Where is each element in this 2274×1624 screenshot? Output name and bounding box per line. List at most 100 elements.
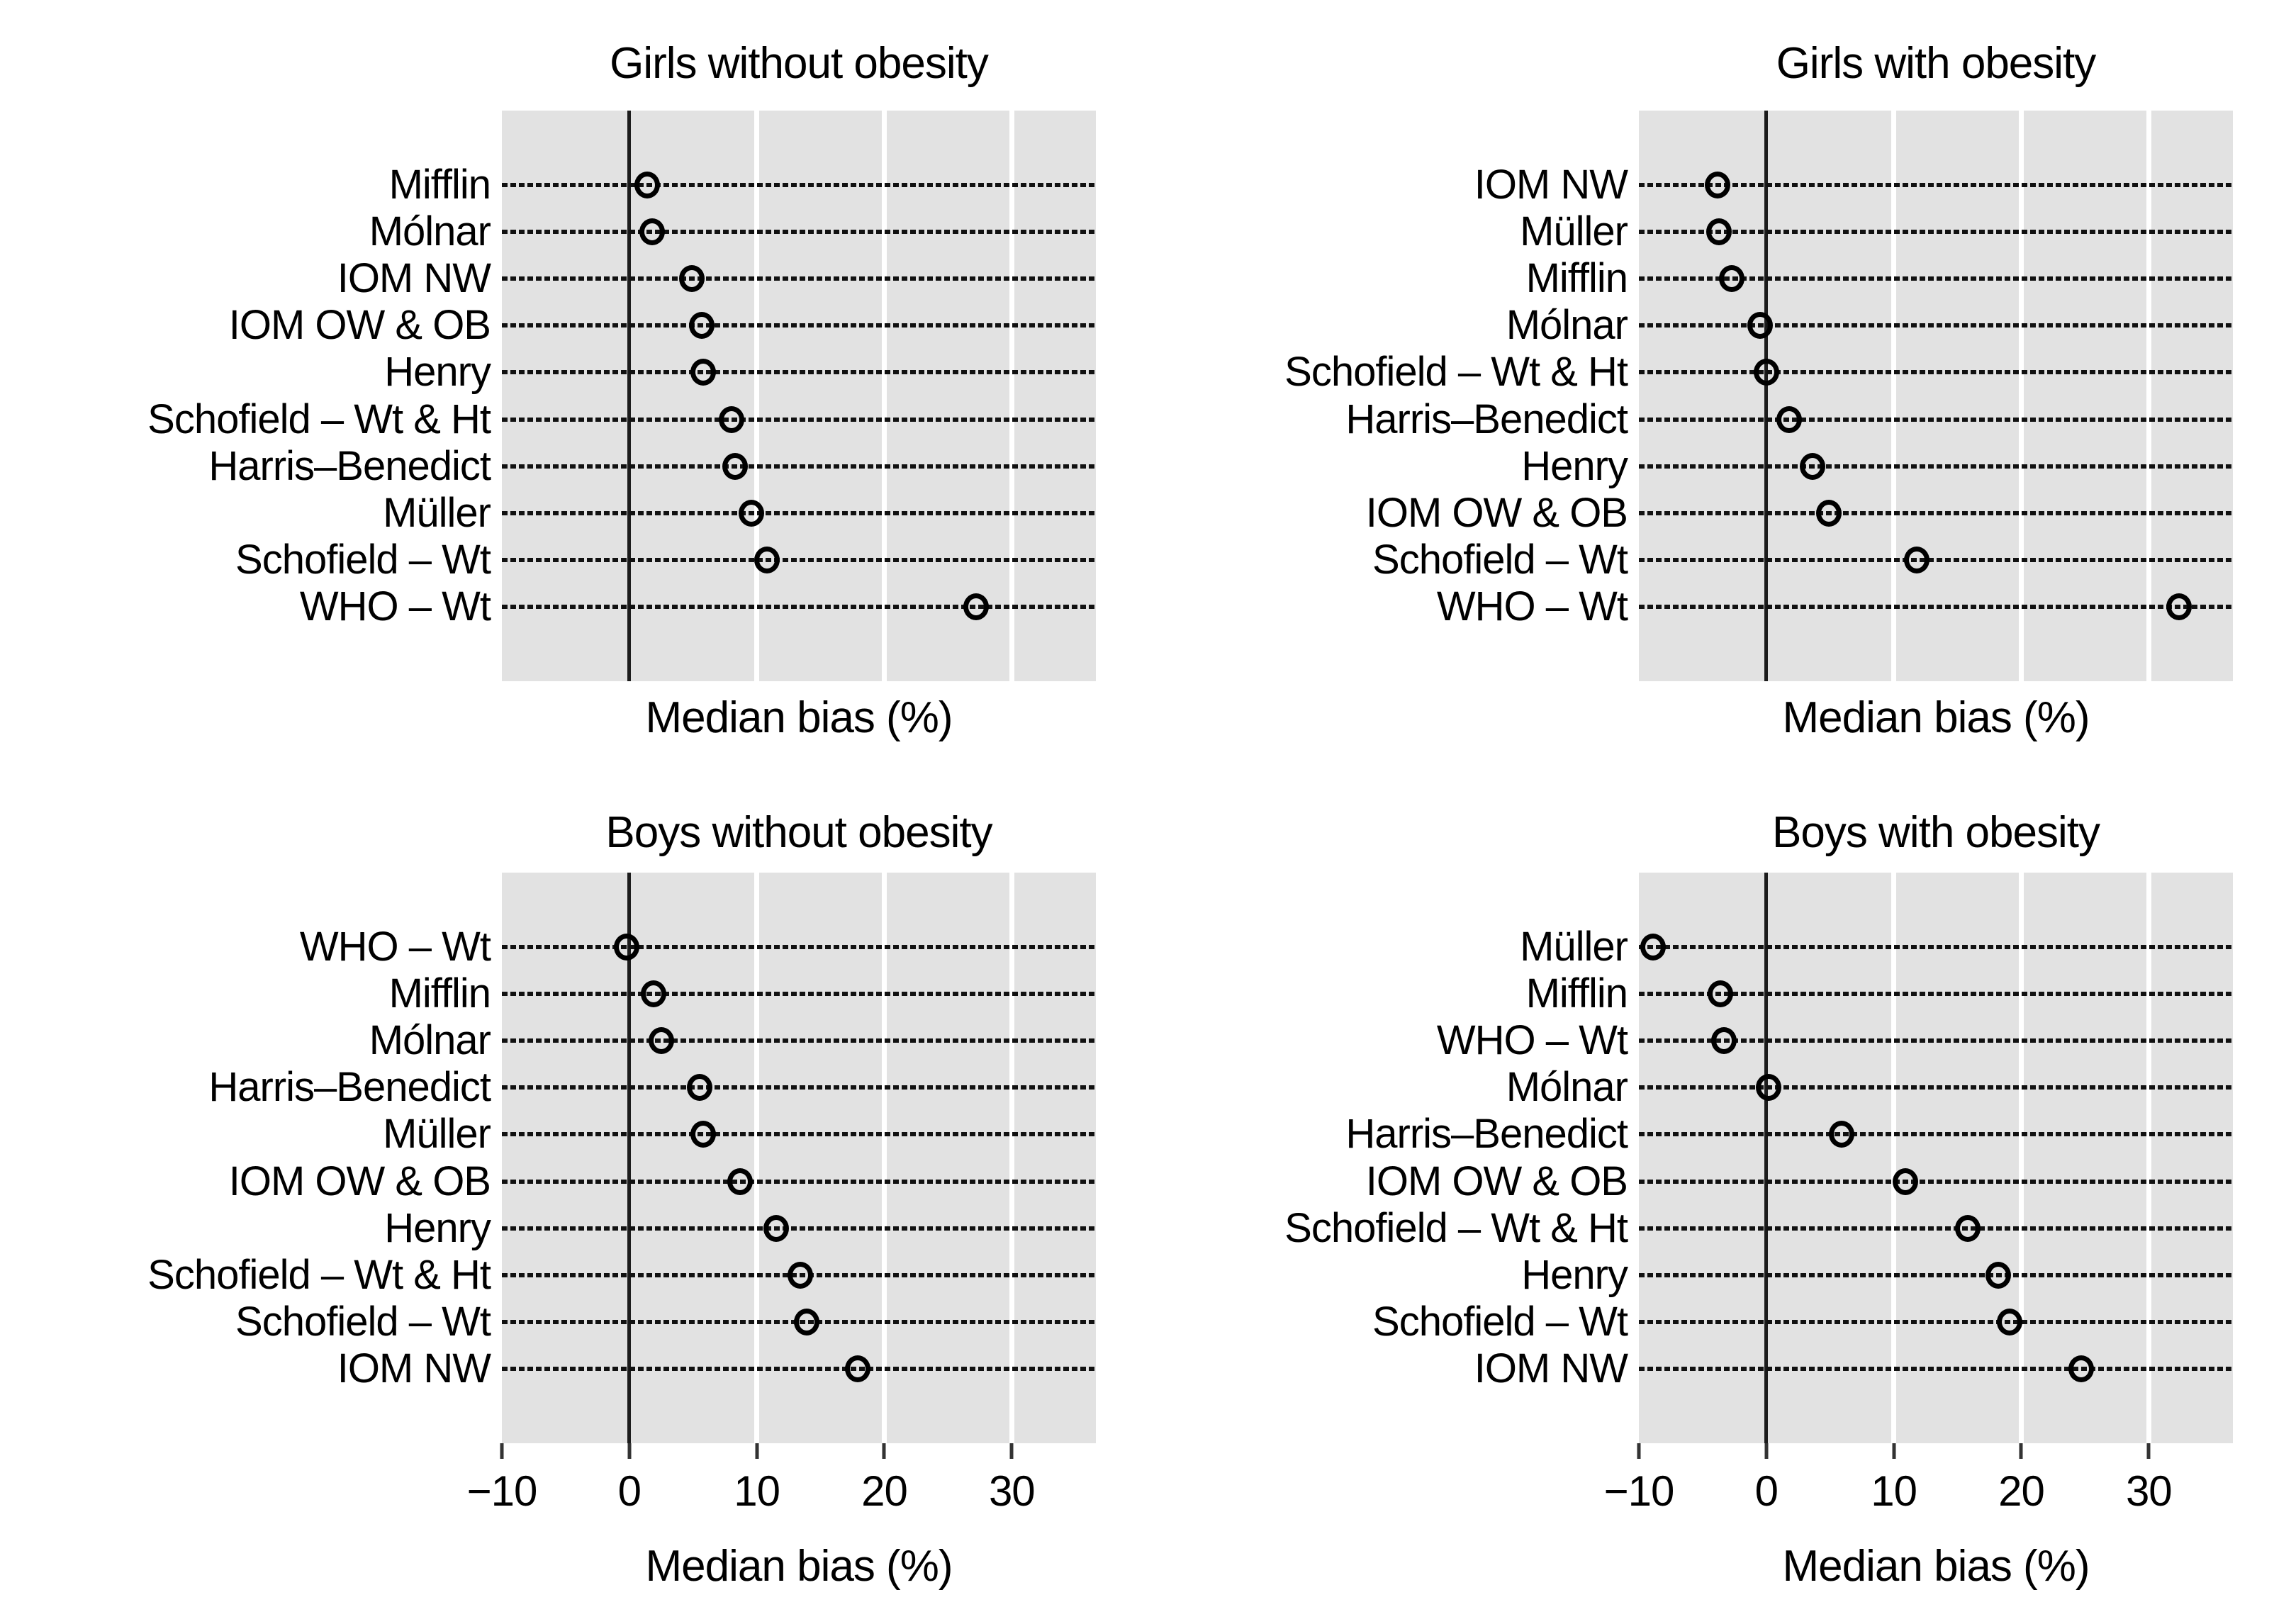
category-label: Harris–Benedict [208,1064,491,1111]
vertical-gridline [1891,873,1897,1443]
vertical-gridline [1009,873,1014,1443]
category-label: Henry [1521,442,1628,489]
row-dotted-line [502,417,1096,422]
category-label: WHO – Wt [299,583,491,629]
row-dotted-line [1639,945,2233,949]
data-point-marker [727,1167,754,1195]
data-point-marker [1828,1121,1854,1148]
vertical-gridline [754,873,760,1443]
x-axis-tick [1764,1443,1769,1459]
category-label: Mifflin [388,970,491,1017]
zero-reference-line [1764,111,1769,681]
plot-area: −10 0 10 20 30 [1604,873,2233,1515]
category-label: WHO – Wt [299,924,491,970]
x-axis-tick [1009,1443,1014,1459]
row-dotted-line [1639,510,2233,515]
data-point-marker [678,265,705,293]
plot-area [502,111,1096,681]
plot-area: −10 0 10 20 30 [467,873,1096,1515]
category-label: Schofield – Wt & Ht [1284,1204,1628,1251]
x-axis-tick [500,1443,504,1459]
data-point-marker [1753,359,1779,386]
panel-girls-without-obesity: Girls without obesity Mifflin Mólnar IOM N… [0,0,1137,780]
x-axis-tick-label: 0 [617,1467,642,1515]
data-point-marker [1799,452,1825,480]
category-label: Müller [1520,208,1628,255]
row-dotted-line [1639,1085,2233,1090]
row-dotted-line [1639,276,2233,281]
category-labels: Mifflin Mólnar IOM NW IOM OW & OB Henry Schof… [0,111,491,681]
x-axis-title: Median bias (%) [645,1542,953,1591]
vertical-gridline [881,873,887,1443]
data-point-marker [1904,546,1930,573]
category-label: Schofield – Wt [235,1298,491,1345]
row-dotted-line [1639,183,2233,187]
zero-reference-line [627,873,632,1443]
x-axis-tick-label: −10 [466,1467,538,1515]
category-labels: IOM NW Müller Mifflin Mólnar Schofield – Wt … [1137,111,1628,681]
data-point-marker [1711,1027,1737,1055]
data-point-marker [690,1121,717,1148]
data-point-marker [648,1027,674,1055]
data-point-marker [1705,172,1731,198]
plot-area [1639,111,2233,681]
row-dotted-line [502,1085,1096,1090]
category-label: Mifflin [388,162,491,208]
x-axis-tick-label: −10 [1603,1467,1675,1515]
category-label: Müller [1520,924,1628,970]
row-dotted-line [502,1226,1096,1231]
category-label: Schofield – Wt & Ht [1284,349,1628,396]
category-label: Mólnar [1506,302,1628,349]
category-label: Schofield – Wt [235,536,491,583]
category-label: Mólnar [369,1017,491,1064]
x-axis-tick [2146,1443,2151,1459]
data-point-marker [1985,1261,2012,1289]
category-label: Mólnar [369,208,491,255]
row-dotted-line [502,510,1096,515]
x-axis-title: Median bias (%) [645,693,953,742]
vertical-gridline [1891,111,1897,681]
category-label: IOM OW & OB [228,1158,491,1204]
category-label: Harris–Benedict [1345,396,1628,442]
data-point-marker [763,1214,789,1242]
category-label: IOM OW & OB [1365,1158,1628,1204]
panel-title: Boys with obesity [1772,808,2100,857]
row-dotted-line [1639,1226,2233,1231]
row-dotted-line [1639,557,2233,562]
row-dotted-line [1639,1319,2233,1324]
row-dotted-line [502,992,1096,997]
row-dotted-line [1639,370,2233,375]
row-dotted-line [502,1132,1096,1137]
zero-reference-line [1764,873,1769,1443]
data-point-marker [686,1074,712,1102]
data-point-marker [739,499,765,527]
row-dotted-line [502,557,1096,562]
data-point-marker [1719,265,1745,293]
row-dotted-line [1639,1179,2233,1184]
row-dotted-line [502,1179,1096,1184]
vertical-gridline [754,111,760,681]
vertical-gridline [2146,111,2151,681]
data-point-marker [1954,1214,1981,1242]
category-label: Henry [384,349,491,396]
panel-girls-with-obesity: Girls with obesity IOM NW Müller Mifflin Mó… [1137,0,2274,780]
category-label: Schofield – Wt & Ht [147,1251,491,1298]
x-axis-tick-label: 20 [861,1467,908,1515]
x-axis-tick [627,1443,632,1459]
row-dotted-line [1639,417,2233,422]
x-axis-tick-label: 20 [1998,1467,2045,1515]
x-axis-tick [2019,1443,2023,1459]
data-point-marker [793,1308,819,1335]
category-label: Mólnar [1506,1064,1628,1111]
data-point-marker [963,593,989,620]
category-label: Henry [384,1204,491,1251]
category-label: Harris–Benedict [208,442,491,489]
data-point-marker [722,452,749,480]
x-axis-tick [755,1443,759,1459]
category-label: IOM OW & OB [228,302,491,349]
x-axis-tick-label: 10 [1871,1467,1917,1515]
data-point-marker [718,405,744,433]
row-dotted-line [502,183,1096,187]
category-labels: Müller Mifflin WHO – Wt Mólnar Harris–Benedi… [1137,873,1628,1443]
